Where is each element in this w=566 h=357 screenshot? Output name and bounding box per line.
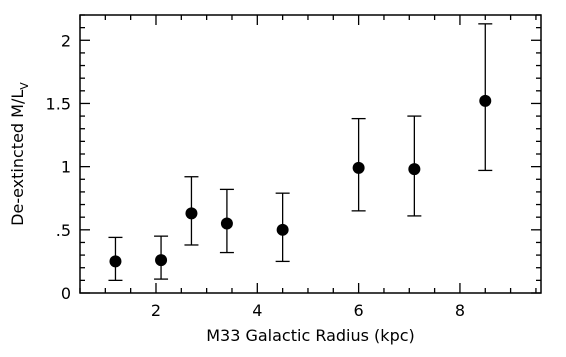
y-tick-label: 1.5	[46, 94, 71, 113]
data-point	[352, 161, 365, 174]
data-points	[109, 94, 492, 268]
plot-frame	[79, 14, 542, 294]
y-tick-label: 0	[61, 284, 71, 303]
data-point	[109, 255, 122, 268]
y-tick-label: .5	[56, 221, 71, 240]
data-point	[408, 163, 421, 176]
error-bars	[108, 23, 493, 282]
axis-ticks	[79, 14, 541, 294]
y-axis-title-main: De-extincted M/L	[8, 90, 27, 226]
plot-border	[79, 14, 542, 294]
axis-tick-labels: 2 4 6 8 0 .5 1 1.5 2	[46, 31, 465, 320]
x-tick-label: 2	[151, 301, 161, 320]
x-axis-title: M33 Galactic Radius (kpc)	[206, 326, 415, 345]
y-tick-label: 1	[61, 158, 71, 177]
y-tick-label: 2	[61, 31, 71, 50]
data-point	[479, 94, 492, 107]
y-axis-title-subscript: V	[18, 82, 31, 90]
y-axis-title: De-extincted M/LV	[8, 82, 31, 226]
data-point	[155, 254, 168, 267]
x-tick-label: 4	[252, 301, 262, 320]
data-point	[276, 223, 289, 236]
x-tick-label: 8	[455, 301, 465, 320]
data-point	[220, 217, 233, 230]
data-point	[185, 207, 198, 220]
x-tick-label: 6	[354, 301, 364, 320]
